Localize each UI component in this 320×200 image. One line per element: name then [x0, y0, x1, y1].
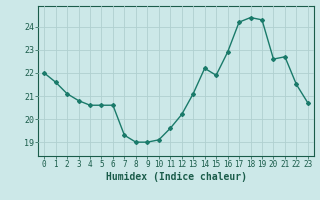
X-axis label: Humidex (Indice chaleur): Humidex (Indice chaleur): [106, 172, 246, 182]
